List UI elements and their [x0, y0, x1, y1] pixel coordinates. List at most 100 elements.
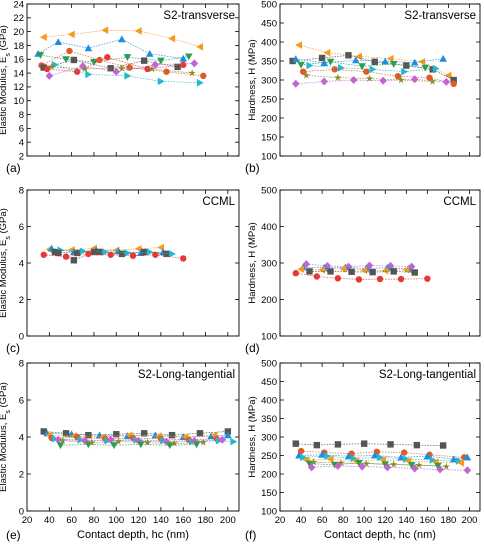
- data-point: [169, 250, 176, 258]
- data-point: [190, 436, 199, 445]
- data-point: [300, 453, 307, 462]
- data-point: [114, 437, 123, 445]
- data-point: [410, 58, 419, 66]
- data-point: [407, 462, 416, 469]
- data-point: [305, 460, 314, 468]
- panel-c: 0 2 4 6 8 Elastic Modulus, Es (GPa) CCML (c): [0, 185, 240, 355]
- data-point: [313, 441, 321, 449]
- data-point: [84, 441, 93, 449]
- series-line: [303, 69, 454, 85]
- x-tick-label: 200: [220, 515, 236, 526]
- data-point: [196, 430, 204, 437]
- data-point: [365, 74, 374, 82]
- data-point: [429, 66, 436, 73]
- y-tick-label: 450: [261, 18, 277, 29]
- data-point: [85, 250, 92, 258]
- plot-frame: [279, 3, 481, 157]
- x-tick-label: 20: [22, 515, 33, 526]
- y-tick-label: 22: [13, 13, 24, 24]
- data-point: [292, 440, 299, 447]
- data-point: [381, 57, 390, 65]
- x-tick-label: 60: [66, 515, 77, 526]
- data-point: [413, 441, 421, 449]
- series-line: [43, 59, 178, 69]
- data-point: [318, 266, 326, 274]
- data-point: [457, 459, 465, 467]
- y-tick-label: 450: [261, 377, 277, 388]
- data-point: [421, 64, 430, 72]
- y-tick-label: 200: [261, 469, 277, 480]
- y-tick-label: 4: [19, 432, 24, 443]
- data-point: [168, 431, 176, 439]
- x-tick-label: 60: [317, 515, 328, 526]
- data-point: [369, 268, 376, 276]
- data-point: [168, 34, 176, 43]
- data-point: [379, 76, 387, 85]
- data-point: [402, 265, 410, 274]
- data-point: [180, 255, 187, 262]
- data-point: [84, 44, 93, 52]
- data-point: [383, 463, 392, 472]
- data-point: [170, 439, 179, 447]
- y-axis-label: Hardness, H (MPa): [247, 222, 258, 303]
- data-point: [450, 80, 457, 88]
- data-point: [292, 270, 299, 277]
- data-point: [215, 436, 223, 445]
- data-point: [442, 77, 451, 86]
- data-point: [362, 459, 371, 467]
- data-point: [62, 430, 70, 437]
- y-tick-label: 500: [261, 185, 277, 196]
- y-tick-label: 200: [261, 113, 277, 124]
- data-point: [55, 249, 62, 257]
- data-point: [104, 54, 111, 61]
- data-point: [345, 52, 352, 59]
- y-tick-label: 0: [19, 331, 24, 342]
- data-point: [123, 54, 132, 61]
- data-point: [410, 464, 419, 473]
- series-line: [301, 61, 426, 69]
- panel-label: (c): [6, 341, 20, 355]
- data-point: [90, 58, 98, 66]
- y-tick-label: 16: [13, 55, 24, 66]
- data-point: [62, 56, 70, 64]
- panel-title: CCML: [443, 196, 476, 208]
- x-tick-label: 160: [419, 515, 435, 526]
- data-point: [62, 253, 70, 260]
- series-line: [298, 44, 449, 76]
- series-line: [38, 38, 184, 59]
- data-point: [110, 442, 118, 450]
- series-line: [40, 54, 189, 63]
- data-point: [163, 250, 170, 258]
- data-point: [376, 275, 384, 283]
- data-point: [381, 266, 389, 275]
- series-line: [47, 56, 184, 73]
- y-tick-label: 0: [19, 506, 24, 517]
- y-tick-label: 20: [13, 27, 24, 38]
- y-axis-label: Elastic Modulus, Es (GPa): [0, 25, 12, 135]
- series-line: [49, 247, 161, 251]
- y-tick-label: 6: [19, 222, 24, 233]
- data-point: [313, 273, 321, 280]
- data-point: [163, 68, 170, 75]
- data-point: [439, 442, 447, 449]
- data-point: [36, 52, 45, 59]
- data-point: [196, 43, 203, 51]
- series-line: [295, 78, 447, 85]
- data-point: [143, 438, 152, 446]
- data-point: [74, 249, 81, 257]
- data-point: [157, 57, 165, 65]
- panel-title: S2-transverse: [404, 10, 476, 22]
- data-point: [180, 61, 187, 68]
- data-point: [295, 41, 302, 49]
- data-point: [102, 248, 109, 256]
- data-point: [450, 76, 457, 84]
- data-point: [444, 71, 452, 80]
- data-point: [401, 67, 409, 76]
- data-point: [397, 275, 405, 283]
- data-point: [40, 251, 47, 258]
- data-point: [463, 453, 472, 461]
- data-point: [306, 268, 313, 275]
- data-point: [51, 248, 59, 256]
- data-point: [401, 449, 408, 456]
